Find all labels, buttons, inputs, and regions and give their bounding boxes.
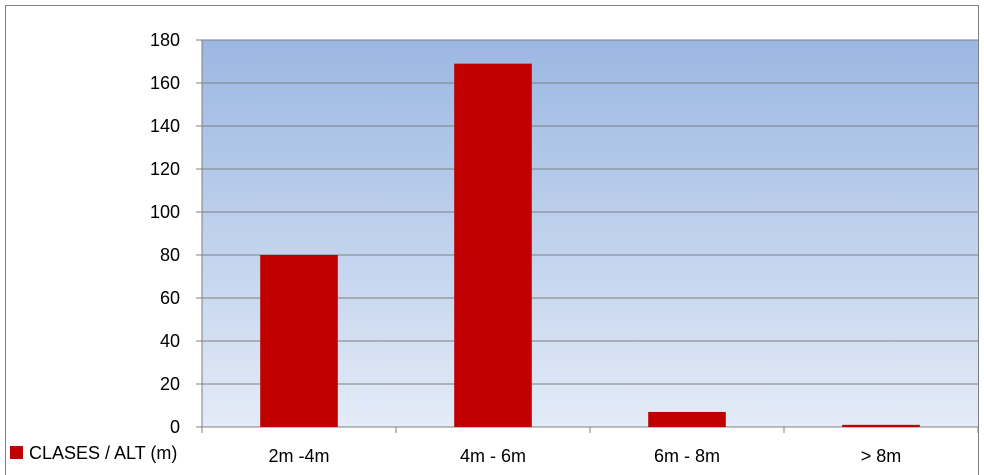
bar-2 [454,63,532,428]
x-category-label: > 8m [861,446,902,466]
x-category-label: 2m -4m [268,446,329,466]
x-category-label: 4m - 6m [460,446,526,466]
bar-4 [842,424,920,427]
y-tick-label: 160 [150,73,180,93]
y-tick-label: 20 [160,374,180,394]
y-tick-label: 120 [150,159,180,179]
y-tick-label: 40 [160,331,180,351]
x-category-labels: 2m -4m 4m - 6m 6m - 8m > 8m [268,446,901,466]
x-category-label: 6m - 8m [654,446,720,466]
chart-frame [5,5,979,475]
y-tick-labels: 0 20 40 60 80 100 120 140 160 180 [150,30,180,437]
bar-1 [260,255,338,427]
y-tick-label: 0 [170,417,180,437]
y-tick-label: 60 [160,288,180,308]
y-tick-label: 80 [160,245,180,265]
legend-swatch [10,446,23,459]
y-tick-label: 100 [150,202,180,222]
bar-3 [648,411,726,427]
legend-label: CLASES / ALT (m) [29,443,177,463]
bars [260,63,920,428]
y-tick-label: 180 [150,30,180,50]
y-tick-label: 140 [150,116,180,136]
legend: CLASES / ALT (m) [10,443,177,463]
